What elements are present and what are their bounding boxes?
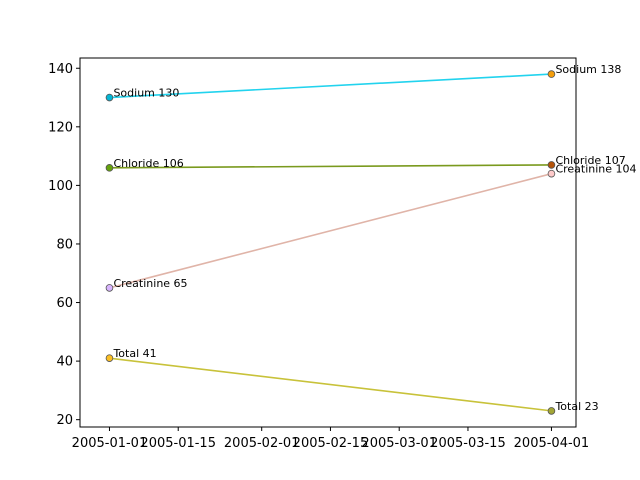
x-tick-label: 2005-03-01 <box>361 436 437 451</box>
x-tick-label: 2005-04-01 <box>514 436 590 451</box>
data-label: Chloride 106 <box>113 157 183 170</box>
y-tick-label: 20 <box>56 413 73 428</box>
data-point <box>105 354 114 362</box>
series-line <box>109 357 552 412</box>
y-axis: 20 40 60 80 100 120 140 <box>48 62 80 428</box>
series-line <box>109 164 552 169</box>
y-tick-label: 40 <box>56 355 73 370</box>
axes-frame <box>79 57 577 428</box>
y-tick-label: 60 <box>56 296 73 311</box>
y-tick-label: 80 <box>56 237 73 252</box>
x-tick-label: 2005-02-15 <box>293 436 369 451</box>
series-total: Total 41 Total 23 <box>105 347 599 415</box>
data-label: Creatinine 65 <box>113 277 187 290</box>
data-point <box>105 93 114 102</box>
x-tick-label: 2005-01-01 <box>72 436 148 451</box>
x-tick-label: 2005-02-01 <box>224 436 300 451</box>
y-tick-label: 120 <box>48 120 73 135</box>
data-label: Chloride 107 <box>555 154 625 167</box>
data-point <box>547 70 556 78</box>
data-point <box>547 161 556 169</box>
series-line <box>109 172 552 289</box>
data-label: Total 23 <box>554 400 598 413</box>
series-creatinine: Creatinine 65 Creatinine 104 <box>105 163 637 292</box>
data-label: Sodium 130 <box>113 87 179 100</box>
x-tick-label: 2005-03-15 <box>430 436 506 451</box>
y-tick-label: 100 <box>48 179 73 194</box>
data-point <box>547 169 556 178</box>
data-point <box>105 164 114 172</box>
data-point <box>105 284 114 292</box>
data-point <box>547 407 556 415</box>
series-line <box>109 73 552 99</box>
data-label: Total 41 <box>112 347 156 360</box>
data-label: Sodium 138 <box>555 63 621 76</box>
x-tick-label: 2005-01-15 <box>140 436 216 451</box>
series-chloride: Chloride 106 Chloride 107 <box>105 154 626 172</box>
data-label: Creatinine 104 <box>555 163 636 176</box>
series-sodium: Sodium 130 Sodium 138 <box>105 63 621 102</box>
y-tick-label: 140 <box>48 62 73 77</box>
